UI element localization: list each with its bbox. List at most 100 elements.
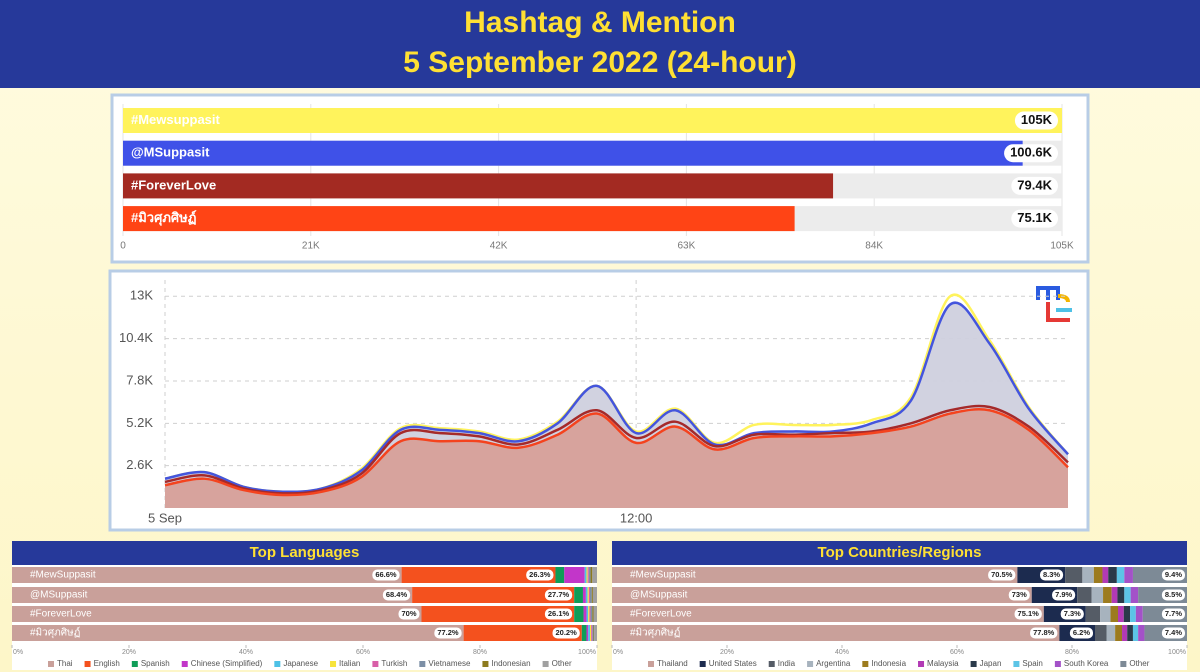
value-label: 26.3% xyxy=(529,570,551,579)
title-band xyxy=(612,541,1187,565)
value-pill xyxy=(372,569,400,581)
charts: 0 21K 42K 63K 84K 105K #Mewsuppasit 105K @MSuppa… xyxy=(11,104,1188,668)
area xyxy=(165,409,1068,508)
bar-segment xyxy=(591,587,593,603)
value-label: 27.7% xyxy=(548,590,570,599)
bar-segment xyxy=(612,606,1044,622)
bar-segment xyxy=(1065,567,1083,583)
legend-label: South Korea xyxy=(1064,659,1109,668)
category-label: @MSuppasit xyxy=(131,145,210,160)
bar-segment xyxy=(12,606,422,622)
bar-segment xyxy=(587,587,589,603)
legend-swatch xyxy=(699,661,706,667)
value-pill xyxy=(1052,589,1076,601)
value-label: 75.1% xyxy=(1018,609,1040,618)
category-label: #MewSuppasit xyxy=(630,570,696,581)
value-pill xyxy=(526,569,554,581)
value-label: 70.5% xyxy=(991,570,1013,579)
value-label: 7.7% xyxy=(1165,609,1182,618)
bar-segment xyxy=(574,606,584,622)
value-pill xyxy=(382,589,411,601)
y-tick-label: 7.8K xyxy=(126,372,153,387)
x-tick-label: 60% xyxy=(950,649,964,656)
x-tick-label: 100% xyxy=(578,649,596,656)
bar-segment xyxy=(1091,587,1104,603)
legend-label: Spanish xyxy=(141,659,170,668)
bar-segment xyxy=(589,606,591,622)
page-subtitle: 5 September 2022 (24-hour) xyxy=(403,46,796,79)
bar-segment xyxy=(587,567,589,583)
legend-swatch xyxy=(918,661,925,667)
bar-segment xyxy=(593,625,595,641)
x-tick-label: 12:00 xyxy=(620,510,653,525)
value-pill xyxy=(1039,569,1064,581)
legend-swatch xyxy=(330,661,337,667)
bar-segment xyxy=(1095,625,1107,641)
bar-segment xyxy=(1093,567,1103,583)
value-pill xyxy=(1014,608,1042,620)
value-pill xyxy=(1069,627,1093,639)
category-label: #มิวศุภศิษฏ์ xyxy=(630,627,680,639)
y-tick-label: 10.4K xyxy=(119,330,153,345)
bar-segment xyxy=(581,625,587,641)
bar-segment xyxy=(589,625,592,641)
bar-segment xyxy=(1102,567,1109,583)
category-label: #ForeverLove xyxy=(131,177,216,192)
y-tick-label: 13K xyxy=(130,288,153,303)
legend-label: India xyxy=(778,659,796,668)
bar xyxy=(123,206,795,232)
legend-swatch xyxy=(648,661,654,667)
category-label: @MSuppasit xyxy=(30,590,88,601)
bar-segment xyxy=(1106,625,1116,641)
bar-segment xyxy=(588,625,590,641)
legend-label: Indonesian xyxy=(491,659,530,668)
x-tick-label: 100% xyxy=(1168,649,1186,656)
value-label: 79.4K xyxy=(1017,177,1052,192)
category-label: #มิวศุภศิษฏ์ xyxy=(131,210,197,226)
value-label: 68.4% xyxy=(386,590,408,599)
bar-segment xyxy=(1118,606,1124,622)
bar-segment xyxy=(1100,606,1111,622)
legend-swatch xyxy=(181,661,188,667)
bar xyxy=(123,140,1023,166)
value-pill xyxy=(552,627,580,639)
legend-swatch xyxy=(862,661,869,667)
value-pill xyxy=(988,569,1016,581)
bar-segment xyxy=(555,567,565,583)
legend-label: Japan xyxy=(980,659,1002,668)
legend-swatch xyxy=(1054,661,1061,667)
value-pill xyxy=(1161,569,1185,581)
x-tick-label: 0% xyxy=(13,649,23,656)
x-tick-label: 40% xyxy=(835,649,849,656)
x-tick-label: 0% xyxy=(613,649,623,656)
legend-label: Turkish xyxy=(381,659,407,668)
legend-swatch xyxy=(542,661,549,667)
legend-label: United States xyxy=(709,659,757,668)
value-label: 7.9% xyxy=(1055,590,1072,599)
value-pill xyxy=(1014,111,1058,130)
bar-segment xyxy=(1110,606,1118,622)
bar-segment xyxy=(412,587,575,603)
bar-segment xyxy=(1085,606,1101,622)
bar-segment xyxy=(574,587,583,603)
bar-segment xyxy=(564,567,585,583)
value-label: 8.3% xyxy=(1043,570,1060,579)
value-pill xyxy=(1008,589,1030,601)
value-label: 100.6K xyxy=(1010,145,1053,160)
bar-segment xyxy=(1111,587,1118,603)
legend-swatch xyxy=(768,661,775,667)
bar xyxy=(123,108,1062,133)
bar-segment xyxy=(421,606,575,622)
value-label: 75.1K xyxy=(1017,210,1052,225)
logo xyxy=(1036,286,1072,322)
bar-segment xyxy=(592,567,597,583)
legend-label: Vietnamese xyxy=(428,659,471,668)
category-label: @MSuppasit xyxy=(630,590,688,601)
value-pill xyxy=(1030,627,1058,639)
bar-segment xyxy=(594,625,597,641)
x-tick-label: 0 xyxy=(120,241,126,252)
category-label: #มิวศุภศิษฏ์ xyxy=(30,627,80,639)
category-label: #ForeverLove xyxy=(630,609,692,620)
bar-segment xyxy=(1082,567,1094,583)
legend-label: Indonesia xyxy=(871,659,906,668)
